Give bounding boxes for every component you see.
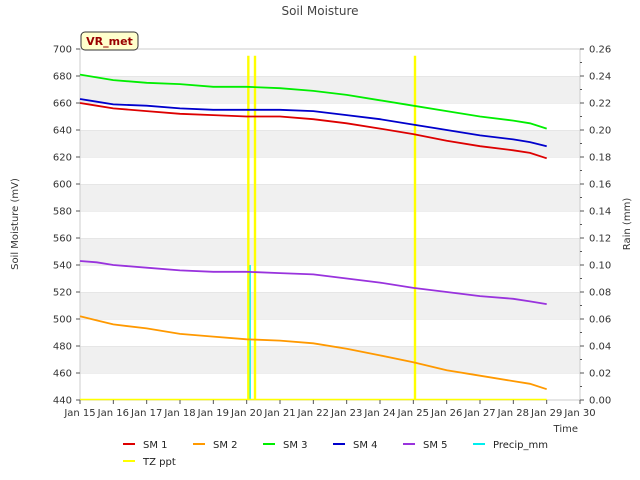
legend-label-precip-mm: Precip_mm [493,440,548,451]
x-tick-label: Jan 26 [430,408,462,419]
legend-label-sm-2: SM 2 [213,440,238,451]
x-tick-label: Jan 20 [230,408,262,419]
x-tick-label: Jan 21 [263,408,295,419]
tz-ppt-bar [247,55,250,400]
y-tick-label: 660 [53,99,72,110]
legend-label-sm-4: SM 4 [353,440,378,451]
y-tick-label: 520 [53,288,72,299]
y2-tick-label: 0.02 [589,369,611,380]
y2-tick-label: 0.24 [589,72,611,83]
y-axis-title: Soil Moisture (mV) [10,178,21,270]
legend-label-tz-ppt: TZ ppt [142,457,176,468]
y2-tick-label: 0.18 [589,153,611,164]
precip-bar [249,265,251,400]
background-band [80,184,580,211]
y-axis-right-title: Rain (mm) [622,198,633,251]
series-line-sm-3 [79,73,547,130]
y-tick-label: 600 [53,180,72,191]
y-tick-label: 680 [53,72,72,83]
y-axis-left: 440 460 480 500 520 540 560 580 600 620 640 660 680 7… [53,45,80,407]
x-tick-label: Jan 15 [63,408,95,419]
x-tick-label: Jan 23 [330,408,362,419]
background-band [80,346,580,373]
vr-met-badge: VR_met [80,31,139,51]
series-lines [79,73,547,391]
x-tick-label: Jan 16 [97,408,129,419]
background-band [80,319,580,346]
x-tick-label: Jan 18 [163,408,195,419]
x-axis: Jan 15 Jan 16 Jan 17 Jan 18 Jan 19 Jan 20 Jan … [63,400,596,419]
y-tick-label: 460 [53,369,72,380]
x-tick-label: Jan 28 [497,408,529,419]
background-band [80,130,580,157]
plot-background-bands [80,48,580,400]
y2-tick-label: 0.08 [589,288,611,299]
series-line-sm-5 [79,260,547,305]
tz-ppt-bar [413,55,417,400]
x-tick-label: Jan 19 [197,408,229,419]
background-band [80,211,580,238]
vr-met-badge-label: VR_met [86,35,133,48]
legend-label-sm-1: SM 1 [143,440,168,451]
y2-tick-label: 0.26 [589,45,611,56]
y2-tick-label: 0.16 [589,180,611,191]
y-tick-label: 440 [53,396,72,407]
y-tick-label: 480 [53,342,72,353]
y2-tick-label: 0.04 [589,342,611,353]
y-tick-label: 560 [53,234,72,245]
x-axis-title: Time [553,424,578,435]
x-tick-label: Jan 24 [363,408,395,419]
x-tick-label: Jan 17 [130,408,162,419]
y-axis-right: 0.00 0.02 0.04 0.06 0.08 0.10 0.12 0.14 0.16 0.18… [580,45,611,407]
background-band [80,238,580,265]
y-tick-label: 580 [53,207,72,218]
series-line-sm-2 [79,315,547,391]
x-tick-label: Jan 30 [563,408,595,419]
background-band [80,76,580,103]
y2-tick-label: 0.06 [589,315,611,326]
y-tick-label: 640 [53,126,72,137]
y2-tick-label: 0.20 [589,126,611,137]
background-band [80,157,580,184]
series-line-sm-4 [79,98,547,148]
x-tick-label: Jan 27 [463,408,495,419]
y2-tick-label: 0.00 [589,396,611,407]
y2-tick-label: 0.14 [589,207,611,218]
background-band [80,49,580,76]
tz-ppt-bar [253,55,257,400]
y2-tick-label: 0.10 [589,261,611,272]
series-line-sm-1 [79,102,547,160]
y-tick-label: 500 [53,315,72,326]
y-tick-label: 620 [53,153,72,164]
x-tick-label: Jan 25 [397,408,429,419]
x-tick-label: Jan 22 [297,408,329,419]
y-tick-label: 540 [53,261,72,272]
legend: SM 1 SM 2 SM 3 SM 4 SM 5 Precip_mm TZ ppt [123,440,548,468]
y-tick-label: 700 [53,45,72,56]
x-tick-label: Jan 29 [530,408,562,419]
background-band [80,292,580,319]
chart-title: Soil Moisture [281,4,358,18]
y2-tick-label: 0.22 [589,99,611,110]
legend-label-sm-3: SM 3 [283,440,308,451]
rain-bars [247,55,417,400]
background-band [80,373,580,400]
y2-tick-label: 0.12 [589,234,611,245]
legend-label-sm-5: SM 5 [423,440,448,451]
